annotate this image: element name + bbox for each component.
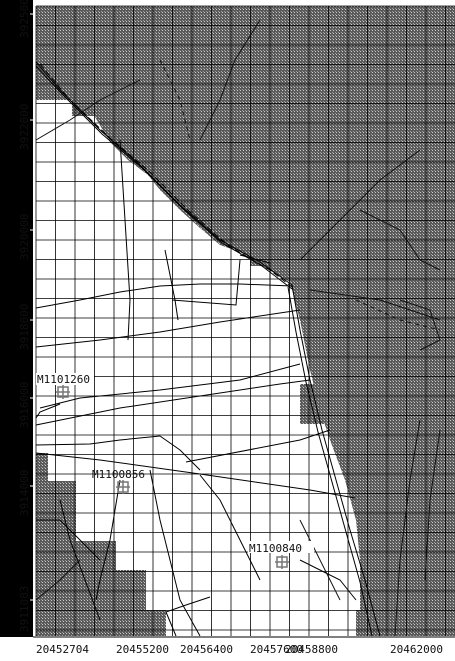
well-marker[interactable]: M1100840 <box>248 541 314 569</box>
x-axis-ticks: 20452704 20455200 20456400 20457600 2046… <box>36 643 443 656</box>
well-icon[interactable] <box>56 385 70 399</box>
y-tick-label: 3925000 <box>18 0 31 38</box>
y-tick-marks <box>30 13 35 601</box>
x-axis-band <box>0 637 455 661</box>
well-label: M1100856 <box>92 468 145 481</box>
model-grid-lines <box>35 5 455 636</box>
y-tick-label: 3914000 <box>18 470 31 516</box>
x-tick-label: 20462000 <box>390 643 443 656</box>
x-tick-label: 20455200 <box>116 643 169 656</box>
y-tick-label: 3920000 <box>18 214 31 260</box>
x-tick-label: 20452704 <box>36 643 89 656</box>
well-icon[interactable] <box>275 555 289 569</box>
well-label: M1100840 <box>249 542 302 555</box>
y-axis-ticks: 3925000 3922000 3920000 3918000 3916000 … <box>18 0 31 632</box>
y-tick-label: 3918000 <box>18 304 31 350</box>
y-axis-band <box>0 0 33 661</box>
well-marker[interactable]: M1100856 <box>92 468 145 494</box>
y-tick-label: 3911083 <box>18 586 31 632</box>
hatched-zone-lines <box>35 19 441 637</box>
well-icon[interactable] <box>116 480 130 494</box>
x-tick-label: 20457600 <box>250 643 303 656</box>
active-cells-region <box>36 100 360 636</box>
y-tick-label: 3922000 <box>18 104 31 150</box>
well-marker[interactable]: M1101260 <box>36 373 94 399</box>
y-tick-label: 3916000 <box>18 382 31 428</box>
x-tick-label: 20456400 <box>180 643 233 656</box>
x-tick-label: 20458800 <box>285 643 338 656</box>
feature-lines <box>35 61 381 637</box>
well-label: M1101260 <box>37 373 90 386</box>
